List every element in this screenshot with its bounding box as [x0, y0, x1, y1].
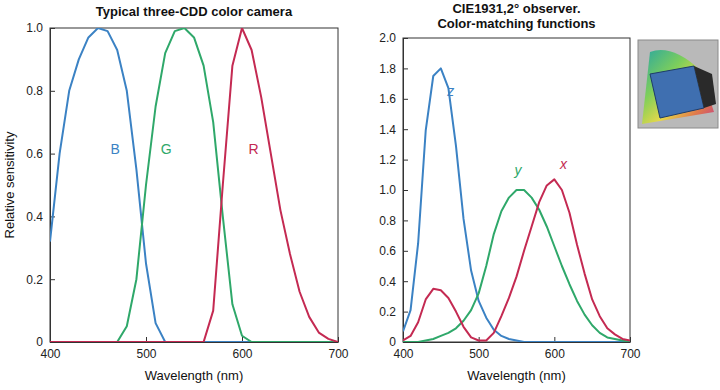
y-axis-title: Relative sensitivity	[2, 131, 17, 238]
x-axis-title: Wavelength (nm)	[145, 368, 244, 383]
y-tick: 1.0	[379, 183, 408, 197]
y-tick: 0.8	[379, 214, 408, 228]
series-label: z	[446, 83, 454, 99]
y-tick-mark	[403, 68, 408, 69]
x-tick-label: 700	[620, 347, 640, 361]
y-tick-label: 0.4	[379, 275, 396, 289]
x-tick: 600	[545, 337, 565, 361]
series-labels: BGR	[111, 141, 259, 157]
y-tick: 0.4	[379, 275, 408, 289]
x-axis-line	[51, 342, 339, 343]
y-axis-line	[50, 29, 51, 343]
chart: 400 500 600 700 0 0.2 0.4 0.6 0.8 1.0 B G R Typical t…	[2, 4, 349, 383]
x-tick-label: 600	[232, 347, 252, 361]
y-tick: 1.0	[26, 21, 55, 35]
inset-device-side	[694, 66, 716, 108]
inset-image	[638, 40, 718, 128]
y-tick-mark	[403, 160, 408, 161]
y-tick-label: 0	[389, 335, 396, 349]
y-tick-mark	[403, 281, 408, 282]
y-tick-label: 0.8	[26, 84, 43, 98]
y-tick-label: 0	[36, 335, 43, 349]
y-tick-mark	[403, 251, 408, 252]
series-line	[403, 68, 630, 342]
y-tick: 0.6	[379, 244, 408, 258]
x-tick: 500	[136, 337, 156, 361]
y-tick-mark	[403, 38, 408, 39]
y-tick-label: 1.0	[379, 183, 396, 197]
y-tick-label: 0.8	[379, 214, 396, 228]
chart-title: CIE1931,2° observer.	[452, 1, 580, 16]
y-tick: 2.0	[379, 31, 408, 45]
y-tick: 1.6	[379, 92, 408, 106]
series-label: B	[111, 141, 120, 157]
y-tick-label: 0.4	[26, 210, 43, 224]
y-tick: 0.2	[26, 273, 55, 287]
y-tick: 1.2	[379, 153, 408, 167]
y-tick-mark	[50, 279, 55, 280]
y-tick-label: 1.4	[379, 123, 396, 137]
y-tick-mark	[50, 342, 55, 343]
plot-frame	[403, 38, 630, 342]
y-tick: 1.4	[379, 123, 408, 137]
y-tick-mark	[50, 28, 55, 29]
series-line	[50, 28, 338, 342]
y-tick-label: 1.0	[26, 21, 43, 35]
y-tick-mark	[50, 91, 55, 92]
y-tick-mark	[403, 342, 408, 343]
y-tick-label: 0.2	[379, 305, 396, 319]
y-tick-label: 1.2	[379, 153, 396, 167]
y-tick-mark	[403, 99, 408, 100]
series-label: G	[161, 141, 172, 157]
y-tick: 0.8	[26, 84, 55, 98]
y-tick: 0.2	[379, 305, 408, 319]
x-axis-line	[404, 342, 631, 343]
series-group	[403, 68, 630, 342]
series-line	[403, 190, 630, 342]
series-line	[50, 28, 338, 342]
y-tick-label: 1.8	[379, 62, 396, 76]
y-tick-label: 1.6	[379, 92, 396, 106]
x-tick-mark	[630, 337, 631, 342]
inset-background	[638, 40, 718, 128]
series-line	[403, 179, 630, 340]
y-tick-mark	[403, 129, 408, 130]
series-group	[50, 28, 338, 342]
x-tick-mark	[338, 337, 339, 342]
x-tick-label: 400	[393, 347, 413, 361]
series-label: y	[514, 162, 523, 178]
x-axis: 400 500 600 700	[40, 337, 348, 361]
series-label: x	[559, 156, 568, 172]
chart: 400 500 600 700 0 0.2 0.4 0.6 0.8 1.0 1.2 1.4 1.6 1.8…	[379, 1, 641, 383]
series-labels: z y x	[446, 83, 568, 178]
y-tick-mark	[403, 190, 408, 191]
chart-title: Color-matching functions	[437, 16, 595, 31]
y-tick-mark	[50, 154, 55, 155]
series-line	[50, 28, 338, 342]
x-tick-label: 600	[545, 347, 565, 361]
series-label: R	[248, 141, 258, 157]
y-tick: 1.8	[379, 62, 408, 76]
y-tick: 0	[36, 335, 55, 349]
y-tick: 0.4	[26, 210, 55, 224]
y-tick-label: 0.6	[26, 147, 43, 161]
y-axis: 0 0.2 0.4 0.6 0.8 1.0	[26, 21, 55, 349]
x-axis-title: Wavelength (nm)	[467, 368, 566, 383]
y-tick-label: 0.2	[26, 273, 43, 287]
chart-title: Typical three-CDD color camera	[96, 4, 293, 19]
y-axis: 0 0.2 0.4 0.6 0.8 1.0 1.2 1.4 1.6 1.8 2.0	[379, 31, 408, 349]
x-tick-label: 700	[328, 347, 348, 361]
y-tick: 0.6	[26, 147, 55, 161]
x-tick-label: 400	[40, 347, 60, 361]
y-tick-label: 2.0	[379, 31, 396, 45]
y-tick-mark	[403, 312, 408, 313]
x-tick-label: 500	[469, 347, 489, 361]
plot-frame	[50, 28, 338, 342]
x-tick-label: 500	[136, 347, 156, 361]
y-tick-label: 0.6	[379, 244, 396, 258]
chart-canvas: 400 500 600 700 0 0.2 0.4 0.6 0.8 1.0 B G R Typical t…	[0, 0, 720, 390]
y-tick-mark	[403, 220, 408, 221]
y-tick: 0	[389, 335, 408, 349]
